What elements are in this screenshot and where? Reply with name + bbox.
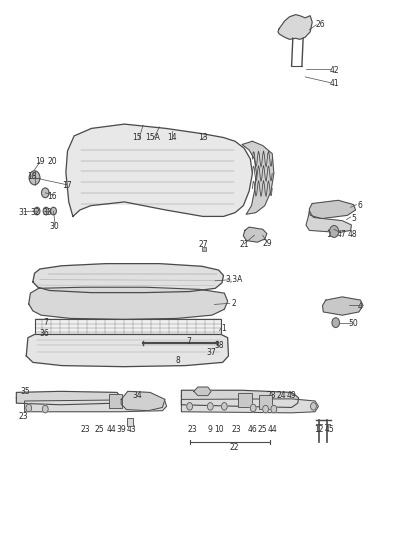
Bar bbox=[34, 320, 221, 337]
Circle shape bbox=[310, 402, 316, 410]
Text: 16: 16 bbox=[47, 192, 57, 201]
Text: 47: 47 bbox=[335, 230, 345, 239]
Text: 15A: 15A bbox=[145, 133, 159, 142]
Text: 33: 33 bbox=[42, 208, 52, 217]
Circle shape bbox=[50, 207, 56, 215]
Text: 40: 40 bbox=[197, 388, 207, 397]
Text: 24: 24 bbox=[276, 391, 285, 400]
Text: 17: 17 bbox=[62, 181, 71, 190]
Text: 50: 50 bbox=[348, 319, 358, 328]
Circle shape bbox=[207, 402, 213, 410]
Polygon shape bbox=[28, 287, 227, 320]
Text: 23: 23 bbox=[80, 426, 90, 435]
Text: 23: 23 bbox=[187, 426, 197, 435]
Text: 44: 44 bbox=[106, 426, 116, 435]
Text: 11: 11 bbox=[325, 230, 335, 239]
Text: 23: 23 bbox=[231, 426, 241, 435]
Polygon shape bbox=[33, 264, 223, 293]
Text: 35: 35 bbox=[21, 387, 30, 396]
Polygon shape bbox=[242, 141, 273, 214]
Text: 41: 41 bbox=[329, 80, 339, 88]
Text: 38: 38 bbox=[214, 341, 224, 350]
Polygon shape bbox=[181, 399, 318, 413]
Text: 13: 13 bbox=[197, 133, 207, 142]
Text: 20: 20 bbox=[47, 157, 57, 166]
Text: 21: 21 bbox=[239, 240, 248, 249]
Polygon shape bbox=[17, 391, 121, 405]
Text: 42: 42 bbox=[329, 66, 339, 75]
Text: 15: 15 bbox=[132, 133, 141, 142]
Text: 27: 27 bbox=[197, 240, 207, 249]
Text: 26: 26 bbox=[315, 20, 325, 30]
Text: 48: 48 bbox=[347, 230, 356, 239]
Text: 25: 25 bbox=[95, 426, 104, 435]
Text: 29: 29 bbox=[261, 239, 271, 247]
Polygon shape bbox=[193, 387, 211, 395]
Text: 7: 7 bbox=[185, 337, 190, 346]
Text: 49: 49 bbox=[286, 391, 296, 400]
Bar bbox=[126, 418, 133, 426]
Text: 7: 7 bbox=[43, 318, 48, 327]
Polygon shape bbox=[243, 227, 266, 242]
Text: 19: 19 bbox=[35, 157, 45, 166]
Polygon shape bbox=[322, 297, 362, 315]
Circle shape bbox=[26, 404, 31, 412]
Text: 18: 18 bbox=[27, 172, 36, 181]
Text: 46: 46 bbox=[247, 426, 256, 435]
Text: 5: 5 bbox=[350, 214, 355, 223]
Text: 25: 25 bbox=[257, 426, 267, 435]
Circle shape bbox=[34, 207, 40, 215]
Text: 2: 2 bbox=[231, 299, 236, 308]
Bar bbox=[238, 393, 251, 407]
Text: 22: 22 bbox=[228, 443, 238, 452]
Text: 45: 45 bbox=[323, 426, 333, 435]
Text: 34: 34 bbox=[132, 391, 141, 400]
Text: 14: 14 bbox=[167, 133, 176, 142]
Circle shape bbox=[43, 207, 49, 215]
Text: 36: 36 bbox=[39, 329, 49, 338]
Text: 1: 1 bbox=[221, 323, 225, 332]
Text: 12: 12 bbox=[314, 426, 323, 435]
Polygon shape bbox=[66, 124, 252, 216]
Polygon shape bbox=[121, 391, 164, 410]
Text: 8: 8 bbox=[175, 356, 180, 365]
Text: 28: 28 bbox=[266, 391, 275, 400]
Text: 4: 4 bbox=[356, 302, 361, 311]
Text: 44: 44 bbox=[267, 426, 276, 435]
Circle shape bbox=[262, 405, 268, 413]
Text: 32: 32 bbox=[30, 208, 40, 217]
Polygon shape bbox=[309, 200, 355, 218]
Polygon shape bbox=[181, 390, 298, 407]
Text: 39: 39 bbox=[116, 426, 126, 435]
Text: 10: 10 bbox=[214, 426, 224, 435]
Text: 6: 6 bbox=[356, 201, 361, 210]
Bar bbox=[109, 394, 122, 408]
Circle shape bbox=[331, 318, 339, 328]
Bar bbox=[259, 395, 271, 409]
Circle shape bbox=[270, 405, 276, 413]
Text: 3,3A: 3,3A bbox=[225, 275, 242, 284]
Circle shape bbox=[329, 225, 338, 237]
Circle shape bbox=[42, 405, 48, 413]
Circle shape bbox=[29, 171, 40, 185]
Text: 30: 30 bbox=[49, 222, 59, 231]
Text: 9: 9 bbox=[207, 426, 212, 435]
Circle shape bbox=[41, 188, 49, 197]
Circle shape bbox=[250, 404, 256, 412]
Circle shape bbox=[221, 402, 227, 410]
Polygon shape bbox=[24, 400, 166, 412]
Polygon shape bbox=[305, 211, 351, 232]
Text: 23: 23 bbox=[19, 412, 28, 421]
Polygon shape bbox=[26, 335, 228, 367]
Text: 31: 31 bbox=[19, 208, 28, 217]
Polygon shape bbox=[277, 15, 311, 39]
Text: 43: 43 bbox=[127, 426, 136, 435]
Text: 37: 37 bbox=[206, 348, 216, 357]
Circle shape bbox=[186, 402, 192, 410]
